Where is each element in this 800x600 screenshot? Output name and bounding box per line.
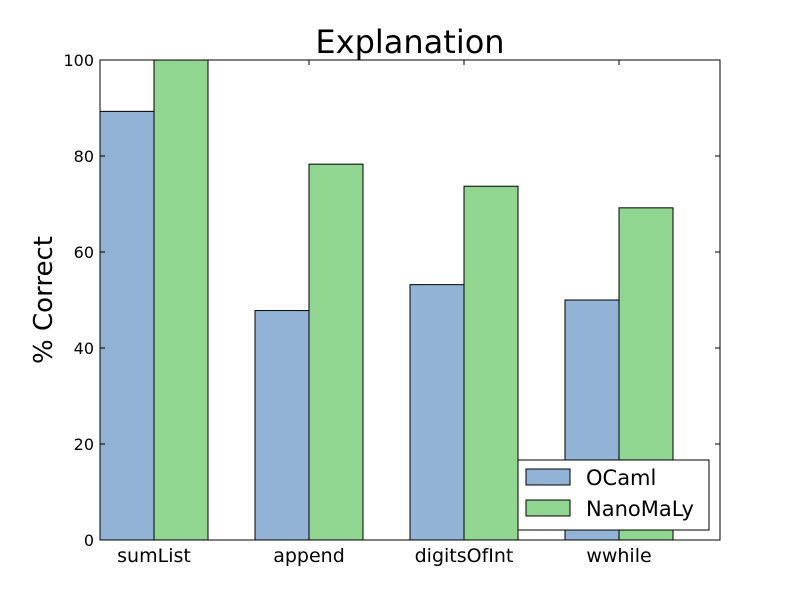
y-tick-label: 40: [74, 339, 94, 358]
bar-nanomaly-append: [308, 163, 364, 541]
y-tick-label: 0: [84, 531, 94, 550]
bar-nanomaly-sumlist: [153, 59, 209, 541]
legend-label-nanomaly: NanoMaLy: [586, 497, 694, 521]
y-tick-label: 60: [74, 243, 94, 262]
bar-ocaml-digitsofint: [409, 284, 465, 541]
y-ticks-group: 0 20 40 60 80 100: [63, 51, 720, 550]
bar-ocaml-append: [254, 310, 310, 541]
x-ticks-group: sumList append digitsOfInt wwhile: [117, 60, 652, 567]
legend-label-ocaml: OCaml: [586, 466, 656, 490]
y-axis-label: % Correct: [29, 236, 59, 364]
chart-title: Explanation: [315, 23, 504, 61]
bar-ocaml-sumlist: [99, 110, 155, 541]
x-tick-label-sumlist: sumList: [117, 545, 191, 567]
y-tick-label: 100: [63, 51, 94, 70]
y-tick-label: 80: [74, 147, 94, 166]
legend-swatch-ocaml: [525, 468, 571, 486]
legend: OCaml NanoMaLy: [517, 459, 710, 531]
x-tick-label-digitsofint: digitsOfInt: [415, 545, 514, 567]
plot-frame: [99, 59, 721, 541]
legend-swatch-nanomaly: [525, 499, 571, 517]
bar-nanomaly-digitsofint: [463, 185, 519, 541]
x-tick-label-wwhile: wwhile: [586, 545, 651, 567]
bars-group: [99, 59, 674, 541]
x-tick-label-append: append: [273, 545, 345, 567]
y-tick-label: 20: [74, 435, 94, 454]
